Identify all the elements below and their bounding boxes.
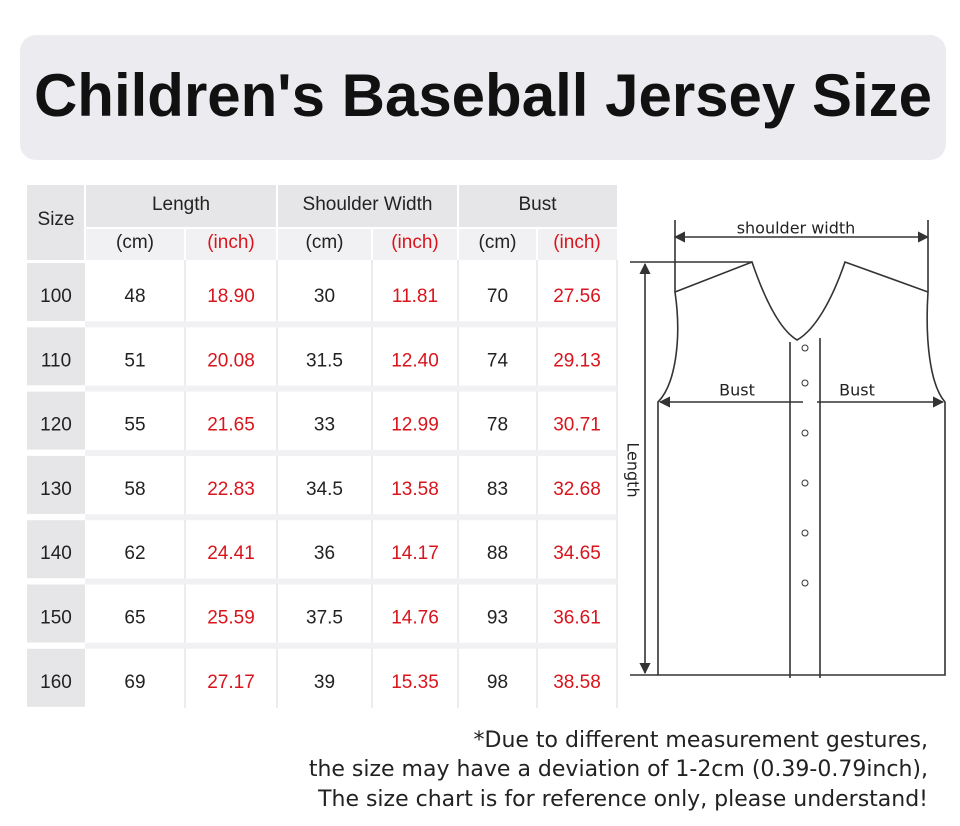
table-cell: 51 — [124, 350, 145, 371]
length-label: Length — [624, 442, 643, 497]
table-cell: 22.83 — [207, 479, 255, 500]
group-header: Bust — [518, 194, 557, 215]
table-cell: 37.5 — [306, 608, 343, 629]
table-cell: 31.5 — [306, 350, 343, 371]
unit-header: (inch) — [391, 232, 439, 253]
table-cell: 38.58 — [553, 672, 601, 693]
title: Children's Baseball Jersey Size — [34, 62, 932, 129]
group-header: Shoulder Width — [303, 194, 433, 215]
table-cell: 58 — [124, 479, 145, 500]
table-cell: 33 — [314, 415, 335, 436]
table-cell: 27.56 — [553, 286, 601, 307]
unit-header: (inch) — [207, 232, 255, 253]
group-header: Length — [152, 194, 210, 215]
size-cell — [27, 391, 85, 450]
size-cell — [27, 520, 85, 579]
row-gap — [85, 578, 617, 585]
table-cell: 36 — [314, 543, 335, 564]
table-cell: 69 — [124, 672, 145, 693]
table-cell: 100 — [40, 286, 72, 307]
table-cell: 32.68 — [553, 479, 601, 500]
table-cell: 62 — [124, 543, 145, 564]
title-box — [20, 35, 946, 160]
table-cell: 12.40 — [391, 350, 439, 371]
size-header: Size — [38, 209, 75, 230]
footnote: *Due to different measurement gestures, — [474, 728, 928, 753]
table-cell: 27.17 — [207, 672, 255, 693]
table-cell: 78 — [487, 415, 508, 436]
size-cell — [27, 455, 85, 514]
table-cell: 83 — [487, 479, 508, 500]
shoulder-label: shoulder width — [737, 219, 856, 238]
table-cell: 29.13 — [553, 350, 601, 371]
table-cell: 30.71 — [553, 415, 601, 436]
table-cell: 21.65 — [207, 415, 255, 436]
table-cell: 88 — [487, 543, 508, 564]
table-cell: 30 — [314, 286, 335, 307]
table-cell: 55 — [124, 415, 145, 436]
size-cell — [27, 327, 85, 386]
table-cell: 18.90 — [207, 286, 255, 307]
table-cell: 70 — [487, 286, 508, 307]
row-gap — [85, 321, 617, 328]
row-gap — [85, 642, 617, 649]
table-cell: 48 — [124, 286, 145, 307]
table-cell: 74 — [487, 350, 509, 371]
table-cell: 20.08 — [207, 350, 255, 371]
table-cell: 13.58 — [391, 479, 439, 500]
bust-label: Bust — [839, 381, 875, 400]
row-gap — [85, 449, 617, 456]
table-cell: 24.41 — [207, 543, 255, 564]
size-cell — [27, 648, 85, 707]
table-cell: 14.76 — [391, 608, 439, 629]
size-cell — [27, 584, 85, 643]
table-cell: 14.17 — [391, 543, 439, 564]
row-gap — [85, 514, 617, 521]
row-gap — [85, 385, 617, 392]
table-cell: 12.99 — [391, 415, 439, 436]
size-cell — [27, 263, 85, 321]
table-cell: 39 — [314, 672, 335, 693]
table-cell: 36.61 — [553, 608, 601, 629]
unit-header: (cm) — [116, 232, 154, 253]
table-cell: 140 — [40, 543, 72, 564]
table-cell: 93 — [487, 608, 508, 629]
footnote: the size may have a deviation of 1-2cm (… — [309, 757, 928, 782]
unit-header: (cm) — [306, 232, 344, 253]
table-cell: 120 — [40, 415, 72, 436]
table-cell: 98 — [487, 672, 508, 693]
jersey-diagram: shoulder width Bust Bust Length — [624, 219, 946, 678]
table-cell: 65 — [124, 608, 145, 629]
table-cell: 11.81 — [392, 286, 438, 307]
table-cell: 25.59 — [207, 608, 255, 629]
table-cell: 110 — [41, 350, 71, 371]
units-bg — [85, 228, 617, 260]
table-cell: 34.5 — [306, 479, 343, 500]
unit-header: (inch) — [553, 232, 601, 253]
unit-header: (cm) — [479, 232, 517, 253]
table-cell: 160 — [40, 672, 72, 693]
table-cell: 150 — [40, 608, 72, 629]
table-cell: 34.65 — [553, 543, 601, 564]
footnote: The size chart is for reference only, pl… — [317, 787, 928, 812]
table-cell: 130 — [40, 479, 72, 500]
table-cell: 15.35 — [391, 672, 439, 693]
bust-label: Bust — [719, 381, 755, 400]
